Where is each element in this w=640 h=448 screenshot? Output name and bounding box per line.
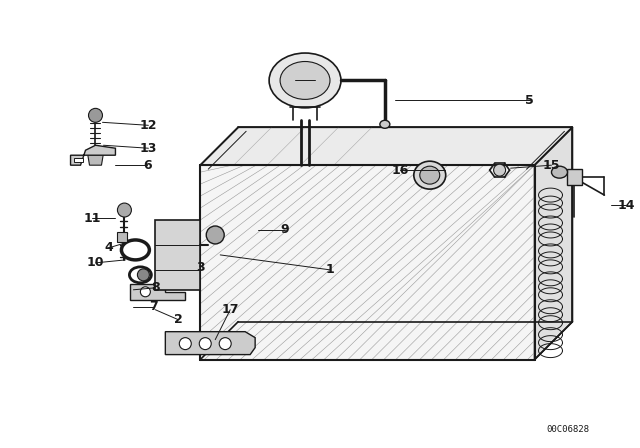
Polygon shape — [74, 158, 83, 162]
Text: 2: 2 — [174, 313, 182, 326]
Circle shape — [199, 338, 211, 349]
Text: 00C06828: 00C06828 — [547, 425, 589, 435]
Circle shape — [140, 287, 150, 297]
Text: 13: 13 — [140, 142, 157, 155]
Text: 3: 3 — [196, 261, 205, 274]
Polygon shape — [534, 127, 572, 360]
Circle shape — [206, 226, 224, 244]
Text: 11: 11 — [84, 211, 101, 224]
Text: 9: 9 — [281, 224, 289, 237]
Text: 1: 1 — [326, 263, 334, 276]
Circle shape — [493, 164, 506, 176]
Ellipse shape — [269, 53, 341, 108]
Polygon shape — [200, 127, 572, 165]
Ellipse shape — [414, 161, 445, 189]
Text: 6: 6 — [143, 159, 152, 172]
Circle shape — [118, 203, 131, 217]
Circle shape — [88, 108, 102, 122]
Text: 7: 7 — [149, 300, 157, 313]
Ellipse shape — [280, 61, 330, 99]
Circle shape — [179, 338, 191, 349]
Text: 5: 5 — [525, 94, 534, 107]
Text: 16: 16 — [391, 164, 408, 177]
Polygon shape — [131, 284, 186, 300]
Polygon shape — [568, 169, 582, 185]
Circle shape — [220, 338, 231, 349]
Ellipse shape — [552, 166, 568, 178]
Polygon shape — [70, 145, 115, 165]
Polygon shape — [165, 332, 255, 355]
Ellipse shape — [129, 267, 152, 283]
Text: 10: 10 — [87, 256, 104, 269]
Circle shape — [138, 269, 149, 281]
FancyBboxPatch shape — [118, 232, 127, 242]
Text: 8: 8 — [151, 281, 159, 294]
Ellipse shape — [420, 166, 440, 184]
Text: 12: 12 — [140, 119, 157, 132]
Text: 14: 14 — [618, 198, 635, 211]
FancyBboxPatch shape — [156, 220, 200, 290]
Ellipse shape — [122, 240, 149, 260]
Polygon shape — [88, 153, 104, 165]
Text: 17: 17 — [221, 303, 239, 316]
Ellipse shape — [380, 121, 390, 128]
Text: 15: 15 — [543, 159, 560, 172]
Text: 4: 4 — [104, 241, 113, 254]
Polygon shape — [200, 165, 534, 360]
